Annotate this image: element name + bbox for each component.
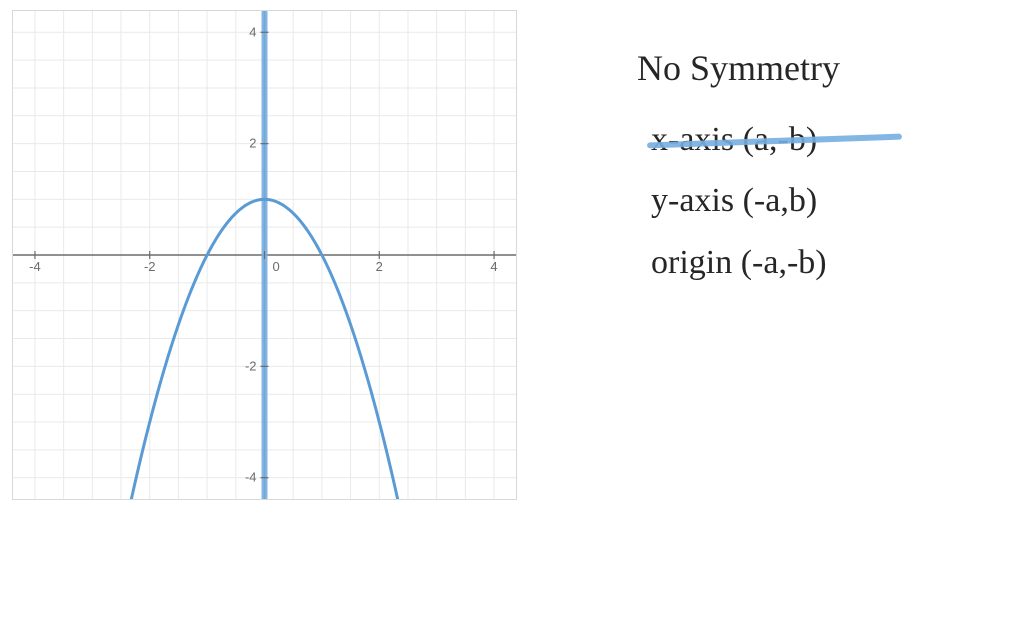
notes-line: origin (-a,-b)	[651, 245, 994, 281]
notes-line: y-axis (-a,b)	[651, 183, 994, 219]
svg-text:4: 4	[249, 24, 256, 39]
notes-line: x-axis (a,-b)	[651, 122, 994, 158]
svg-text:-4: -4	[245, 470, 257, 485]
notes-title: No Symmetry	[637, 50, 994, 88]
graph-panel: -4 -2 0 2 4 -4 -2 2 4	[12, 10, 517, 500]
svg-text:-2: -2	[245, 358, 257, 373]
strikethrough-line	[647, 134, 902, 149]
svg-text:0: 0	[273, 259, 280, 274]
svg-text:2: 2	[249, 136, 256, 151]
svg-text:2: 2	[376, 259, 383, 274]
svg-text:-2: -2	[144, 259, 156, 274]
svg-text:4: 4	[490, 259, 497, 274]
coordinate-graph: -4 -2 0 2 4 -4 -2 2 4	[12, 10, 517, 500]
svg-text:-4: -4	[29, 259, 41, 274]
notes-panel: No Symmetry x-axis (a,-b) y-axis (-a,b) ori…	[517, 0, 1024, 644]
